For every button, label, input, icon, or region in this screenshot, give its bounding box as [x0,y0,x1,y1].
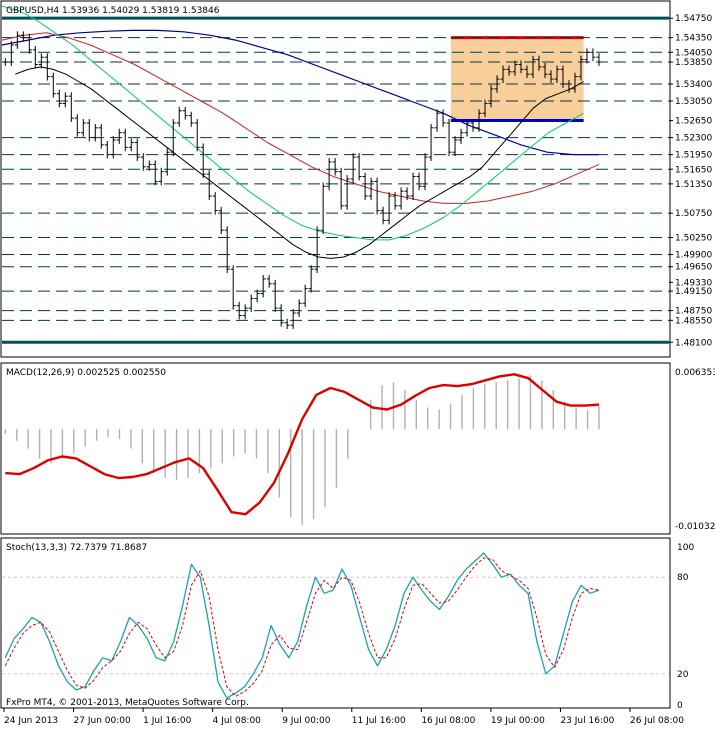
price-axis-label: 1.49330 [675,278,712,288]
time-axis-label: 26 Jul 08:00 [630,716,684,726]
price-axis-label: 1.52650 [675,117,712,127]
macd-panel-frame [0,362,671,535]
stochastic-label: Stoch(13,3,3) 72.7379 71.8687 [6,543,147,553]
stochastic-axis-label: 20 [677,670,689,680]
price-axis-label: 1.50750 [675,209,712,219]
macd-label: MACD(12,26,9) 0.002525 0.002550 [6,368,166,378]
price-axis-label: 1.48100 [675,338,712,348]
price-axis-label: 1.53050 [675,97,712,107]
horizontal-levels [2,16,669,344]
price-axis-label: 1.49650 [675,263,712,273]
time-axis-label: 27 Jun 00:00 [74,716,131,726]
time-axis-label: 16 Jul 08:00 [421,716,475,726]
macd-axis-label: 0.006353 [675,368,715,378]
time-axis-label: 1 Jul 16:00 [143,716,192,726]
price-axis-label: 1.48750 [675,307,712,317]
price-axis-label: 1.51350 [675,180,712,190]
time-axis-label: 11 Jul 16:00 [352,716,406,726]
price-axis-label: 1.50250 [675,233,712,243]
stochastic-axis: 100 80 20 0 [677,543,694,711]
macd-signal-line [5,373,600,516]
stochastic-axis-label: 100 [677,543,694,553]
macd-signal-line [5,373,600,516]
price-axis-label: 1.49900 [675,251,712,261]
moving-average-red [1,32,600,204]
price-axis-label: 1.54750 [675,14,712,24]
range-box-fill [450,37,584,121]
moving-average-green [1,5,584,241]
stochastic-axis-label: 80 [677,573,689,583]
price-axis-label: 1.49150 [675,287,712,297]
price-axis-label: 1.53400 [675,80,712,90]
price-axis-label: 1.54350 [675,34,712,44]
macd-panel[interactable]: 0.006353 -0.010328 MACD(12,26,9) 0.002525… [0,362,715,535]
price-axis-label: 1.54050 [675,48,712,58]
moving-average-lines [1,5,600,259]
time-axis: 24 Jun 2013 27 Jun 00:00 1 Jul 16:00 4 Jul … [3,708,684,726]
price-axis-label: 1.48550 [675,316,712,326]
moving-average-blue [1,29,599,156]
price-header: GBPUSD,H4 1.53936 1.54029 1.53819 1.5384… [6,6,220,16]
price-axis-label: 1.51650 [675,165,712,175]
time-axis-label: 9 Jul 00:00 [282,716,331,726]
time-axis-label: 23 Jul 16:00 [560,716,614,726]
time-axis-label: 4 Jul 08:00 [213,716,262,726]
copyright-text: FxPro MT4, © 2001-2013, MetaQuotes Softw… [6,698,249,708]
macd-axis-label: -0.010328 [675,522,715,532]
price-axis-label: 1.52300 [675,134,712,144]
price-axis-label: 1.51950 [675,151,712,161]
price-axis-label: 1.53850 [675,58,712,68]
macd-axis: 0.006353 -0.010328 [675,368,715,532]
stochastic-lines [4,552,600,699]
stochastic-panel[interactable]: 100 80 20 0 Stoch(13,3,3) 72.7379 71.8687 F… [0,537,694,711]
stochastic-panel-frame [0,537,671,709]
price-bars [2,31,602,330]
time-axis-label: 19 Jul 00:00 [491,716,545,726]
stochastic-axis-label: 0 [677,701,683,711]
stochastic-signal-line [4,557,600,697]
time-axis-label: 24 Jun 2013 [4,716,58,726]
stochastic-main-line [4,552,600,699]
moving-average-black [15,66,584,259]
range-box [450,36,584,123]
